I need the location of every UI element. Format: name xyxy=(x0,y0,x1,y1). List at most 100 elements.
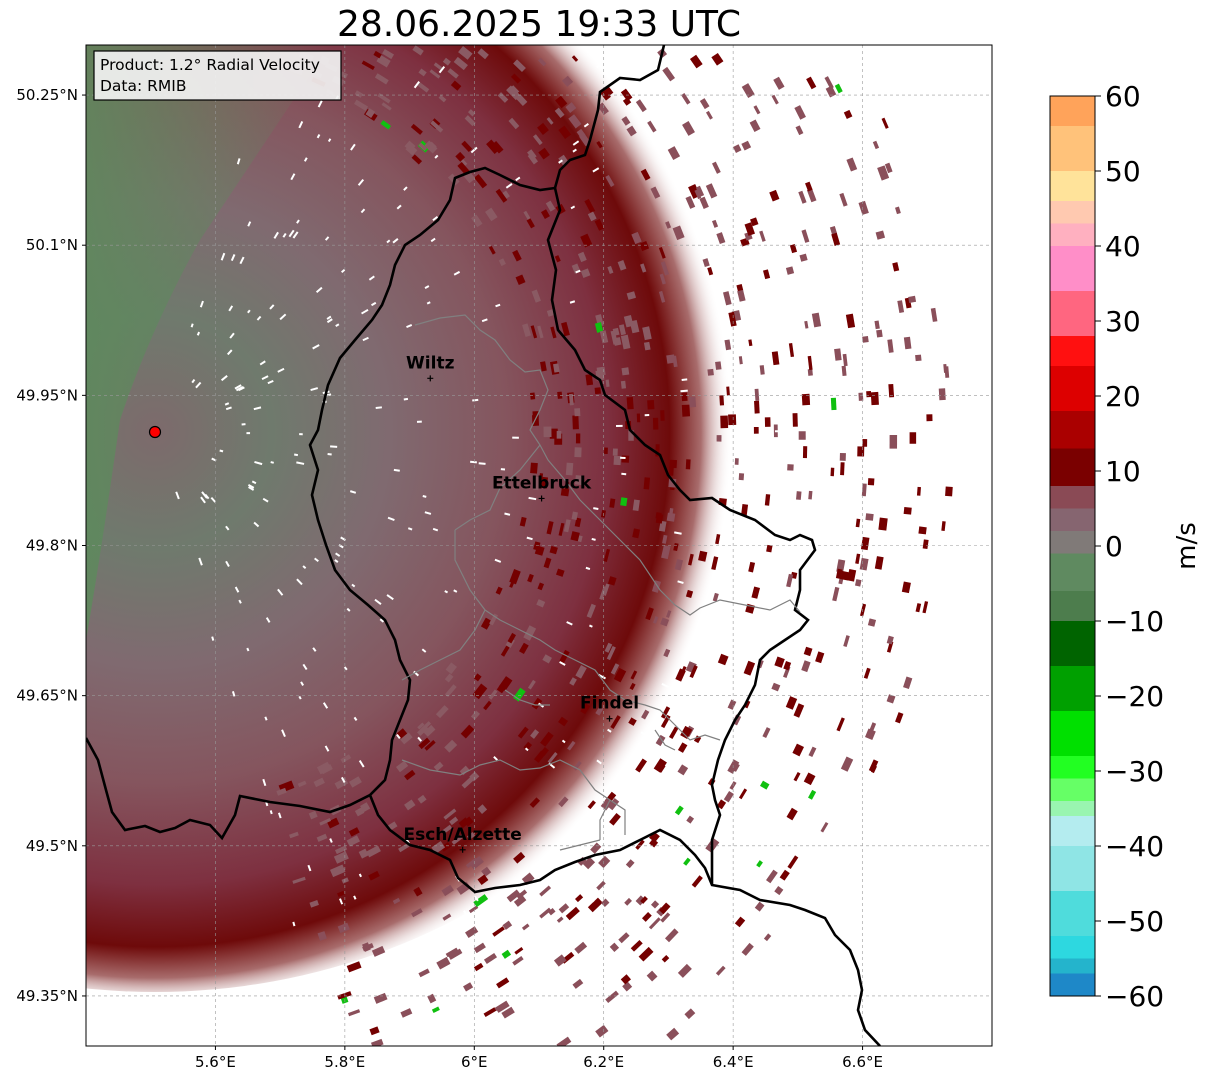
lat-tick-label: 49.8°N xyxy=(26,537,78,555)
radar-gap xyxy=(426,301,431,305)
radar-gate xyxy=(664,928,679,943)
radar-gate xyxy=(759,780,770,790)
radar-gap xyxy=(680,389,688,393)
radar-gate xyxy=(423,724,436,737)
radar-gate xyxy=(594,322,604,333)
radar-gate xyxy=(522,323,532,337)
radar-gate xyxy=(870,765,877,774)
radar-gap xyxy=(335,552,341,557)
radar-gap xyxy=(760,251,769,256)
radar-gate xyxy=(712,161,721,174)
radar-gate xyxy=(626,396,634,410)
radar-gate xyxy=(680,665,687,675)
radar-gate xyxy=(685,589,694,599)
radar-gap xyxy=(199,300,204,308)
radar-gap xyxy=(236,158,241,165)
radar-gap xyxy=(730,529,737,533)
radar-gate xyxy=(354,807,365,817)
radar-gate xyxy=(685,195,696,209)
radar-gate xyxy=(677,742,688,753)
radar-gate xyxy=(555,568,565,577)
radar-gate xyxy=(605,379,610,388)
radar-gap xyxy=(330,445,338,448)
radar-gap xyxy=(784,562,792,566)
radar-gap xyxy=(351,583,356,588)
radar-gap xyxy=(555,909,560,914)
radar-gate xyxy=(470,710,480,720)
radar-gap xyxy=(403,397,409,401)
radar-gate xyxy=(860,603,867,617)
radar-gate xyxy=(719,395,725,406)
radar-gap xyxy=(495,303,501,308)
radar-gate xyxy=(380,120,392,130)
radar-gate xyxy=(635,758,647,773)
radar-gap xyxy=(210,496,217,503)
radar-gate xyxy=(341,877,349,884)
radar-gate xyxy=(903,676,913,690)
lon-tick-label: 5.8°E xyxy=(324,1053,365,1071)
radar-gate xyxy=(572,978,584,989)
radar-gate xyxy=(728,311,737,327)
radar-gate xyxy=(347,1009,361,1017)
radar-site-marker xyxy=(148,425,162,439)
radar-gate xyxy=(417,722,425,730)
radar-gate xyxy=(909,432,917,444)
radar-gate xyxy=(903,507,912,515)
radar-gate xyxy=(289,831,299,839)
radar-gate xyxy=(348,776,362,788)
radar-gate xyxy=(563,519,571,533)
radar-gap xyxy=(327,138,332,143)
radar-gate xyxy=(514,947,524,955)
radar-gate xyxy=(751,586,761,599)
radar-gate xyxy=(658,290,666,303)
radar-gate xyxy=(660,410,665,421)
radar-gate xyxy=(668,726,679,740)
radar-gap xyxy=(495,1010,500,1016)
city-label: Findel xyxy=(580,694,639,714)
radar-gate xyxy=(806,76,817,90)
radar-gate xyxy=(733,144,742,153)
radar-gate xyxy=(465,926,479,938)
radar-gate xyxy=(373,50,382,59)
radar-gate xyxy=(565,102,577,113)
radar-gap xyxy=(310,387,319,391)
radar-gate xyxy=(677,963,692,978)
radar-gate xyxy=(720,415,729,429)
radar-gap xyxy=(566,621,573,626)
radar-gate xyxy=(624,897,632,906)
radar-gap xyxy=(640,731,648,737)
radar-gap xyxy=(190,323,194,328)
radar-gate xyxy=(515,94,528,107)
radar-gap xyxy=(432,215,439,222)
radar-gate xyxy=(449,816,459,826)
radar-gate xyxy=(521,872,535,885)
radar-gap xyxy=(722,202,731,207)
radar-gate xyxy=(424,740,436,751)
radar-gap xyxy=(340,269,346,274)
radar-gap xyxy=(294,453,299,457)
radar-gate xyxy=(538,147,550,160)
radar-gate xyxy=(650,186,661,199)
radar-gap xyxy=(290,173,296,181)
radar-gate xyxy=(638,946,654,962)
radar-gate xyxy=(547,908,556,916)
radar-gap xyxy=(251,480,257,485)
radar-gap xyxy=(238,599,242,604)
radar-gap xyxy=(198,557,203,566)
radar-gate xyxy=(916,486,921,496)
radar-gate xyxy=(596,880,606,891)
radar-gap xyxy=(265,617,271,623)
radar-gate xyxy=(580,268,591,278)
radar-gap xyxy=(387,516,395,521)
radar-gate xyxy=(540,731,554,747)
radar-gate xyxy=(354,90,363,98)
radar-gap xyxy=(512,436,519,439)
radar-gate xyxy=(540,361,547,372)
radar-gate xyxy=(550,326,557,339)
radar-gate xyxy=(918,526,927,535)
radar-gate xyxy=(443,808,457,820)
radar-gate xyxy=(705,110,713,120)
radar-gate xyxy=(374,73,389,85)
radar-gate xyxy=(915,354,922,362)
radar-gate xyxy=(673,542,679,552)
